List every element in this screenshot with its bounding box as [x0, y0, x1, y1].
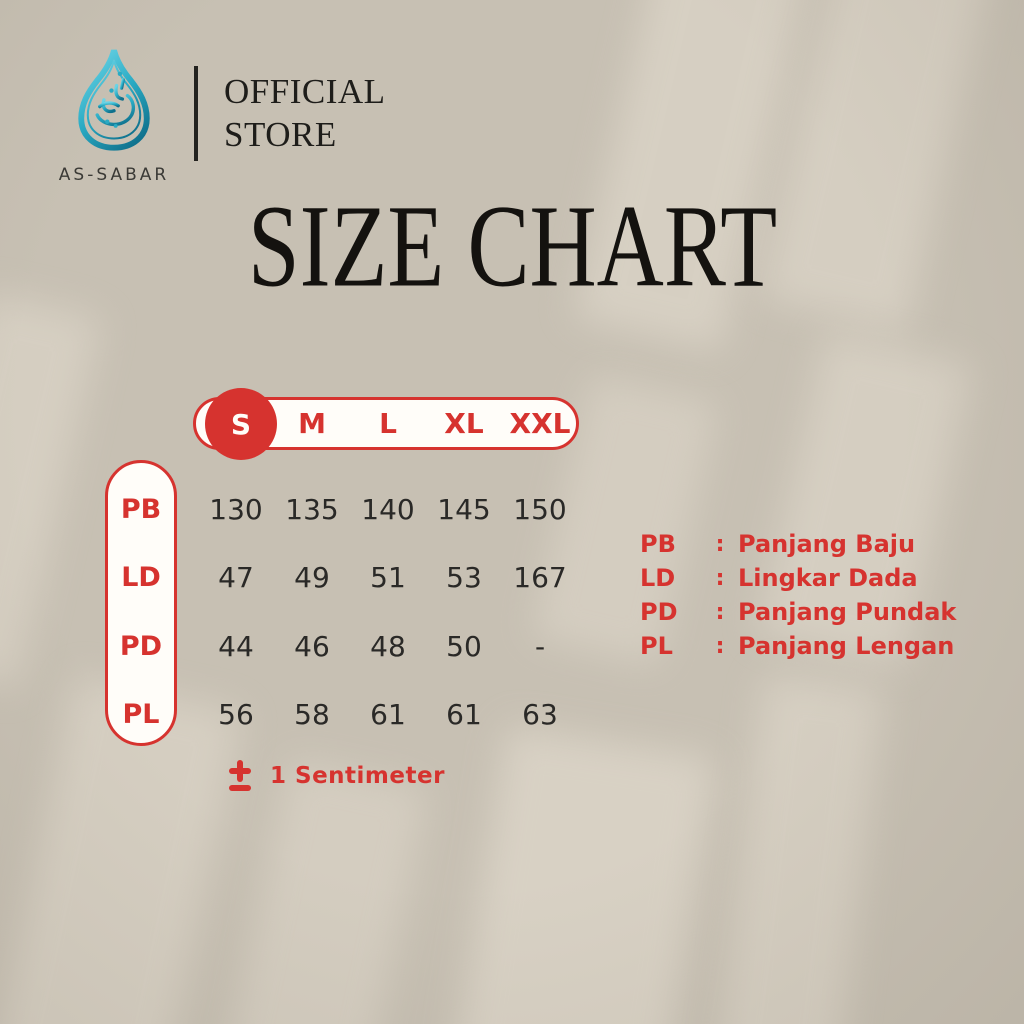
legend-abbr: PD [640, 598, 678, 626]
size-values-table: 130 135 140 145 150 47 49 51 53 167 44 4… [198, 475, 578, 749]
size-tab-l: L [379, 407, 397, 440]
value-ld-xxl: 167 [513, 561, 567, 595]
tolerance-note-text: 1 Sentimeter [270, 763, 445, 789]
size-tab-s: S [230, 407, 252, 441]
legend-row-pd: PD : Panjang Pundak [640, 595, 956, 629]
value-pb-l: 140 [361, 492, 415, 526]
value-pd-s: 44 [218, 629, 254, 663]
store-name-line2: STORE [224, 115, 337, 154]
measurement-labels: PB LD PD PL [105, 475, 177, 749]
legend-colon: : [715, 565, 725, 591]
tolerance-note: 1 Sentimeter [228, 760, 445, 792]
value-ld-l: 51 [370, 561, 406, 595]
value-ld-s: 47 [218, 561, 254, 595]
legend-row-ld: LD : Lingkar Dada [640, 561, 956, 595]
value-pl-xxl: 63 [522, 698, 558, 732]
legend-colon: : [715, 599, 725, 625]
legend-meaning: Panjang Lengan [738, 632, 955, 660]
legend-meaning: Panjang Pundak [738, 598, 957, 626]
legend-colon: : [715, 633, 725, 659]
row-label-pl: PL [122, 699, 160, 731]
page-title: SIZE CHART [247, 180, 777, 312]
plus-minus-icon [228, 760, 252, 792]
size-tab-m: M [298, 407, 326, 440]
row-label-pb: PB [120, 493, 162, 525]
as-sabar-logo-icon [78, 49, 150, 151]
value-pl-s: 56 [218, 698, 254, 732]
legend-row-pl: PL : Panjang Lengan [640, 629, 956, 663]
legend-meaning: Lingkar Dada [738, 564, 918, 592]
value-pl-xl: 61 [446, 698, 482, 732]
size-tab-xl: XL [444, 407, 484, 440]
value-pl-l: 61 [370, 698, 406, 732]
legend-abbr: PL [640, 632, 673, 660]
selected-size-badge: S [205, 388, 277, 460]
legend-abbr: LD [640, 564, 676, 592]
value-pd-m: 46 [294, 629, 330, 663]
value-pb-xl: 145 [437, 492, 491, 526]
store-name: OFFICIAL STORE [224, 70, 386, 156]
measurement-legend: PB : Panjang Baju LD : Lingkar Dada PD :… [640, 527, 956, 663]
brand-name: AS-SABAR [58, 165, 170, 185]
value-ld-m: 49 [294, 561, 330, 595]
value-pd-xxl: - [534, 629, 546, 663]
row-label-pd: PD [119, 630, 163, 662]
value-pb-s: 130 [209, 492, 263, 526]
legend-row-pb: PB : Panjang Baju [640, 527, 956, 561]
legend-meaning: Panjang Baju [738, 530, 916, 558]
value-ld-xl: 53 [446, 561, 482, 595]
value-pl-m: 58 [294, 698, 330, 732]
legend-colon: : [715, 531, 725, 557]
value-pb-m: 135 [285, 492, 339, 526]
value-pd-xl: 50 [446, 629, 482, 663]
size-header-row: M L XL XXL [198, 397, 578, 450]
row-label-ld: LD [121, 562, 161, 594]
store-name-line1: OFFICIAL [224, 72, 386, 111]
size-tab-xxl: XXL [509, 407, 571, 440]
legend-abbr: PB [640, 530, 676, 558]
value-pd-l: 48 [370, 629, 406, 663]
header-divider [194, 66, 198, 161]
measurement-label-pill [105, 460, 177, 746]
value-pb-xxl: 150 [513, 492, 567, 526]
